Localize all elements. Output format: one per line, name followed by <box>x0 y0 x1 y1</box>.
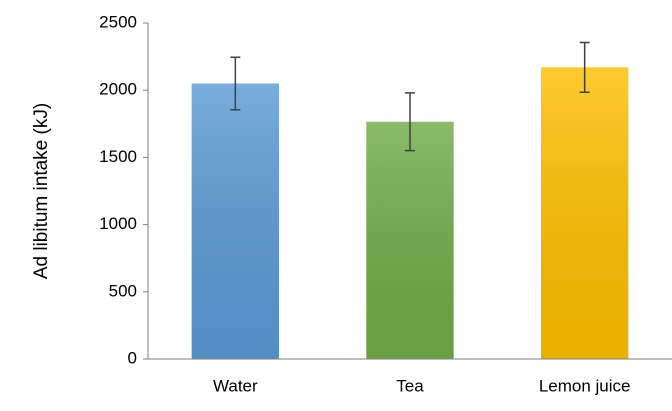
bar-shine <box>366 121 454 359</box>
y-tick-label: 2000 <box>99 80 137 99</box>
y-tick-label: 2500 <box>99 12 137 31</box>
y-tick-label: 0 <box>128 348 137 367</box>
x-tick-label: Water <box>213 376 258 395</box>
x-tick-label: Lemon juice <box>539 376 631 395</box>
x-tick-label: Tea <box>396 376 424 395</box>
error-bar <box>230 56 241 111</box>
bar-shine <box>541 67 629 360</box>
error-bar <box>405 92 415 152</box>
bar-shine <box>191 83 279 359</box>
y-axis-label: Ad libitum intake (kJ) <box>31 103 52 279</box>
y-tick-label: 500 <box>109 281 137 300</box>
error-bar <box>579 41 590 93</box>
y-tick-label: 1500 <box>99 147 137 166</box>
y-tick-label: 1000 <box>99 214 137 233</box>
